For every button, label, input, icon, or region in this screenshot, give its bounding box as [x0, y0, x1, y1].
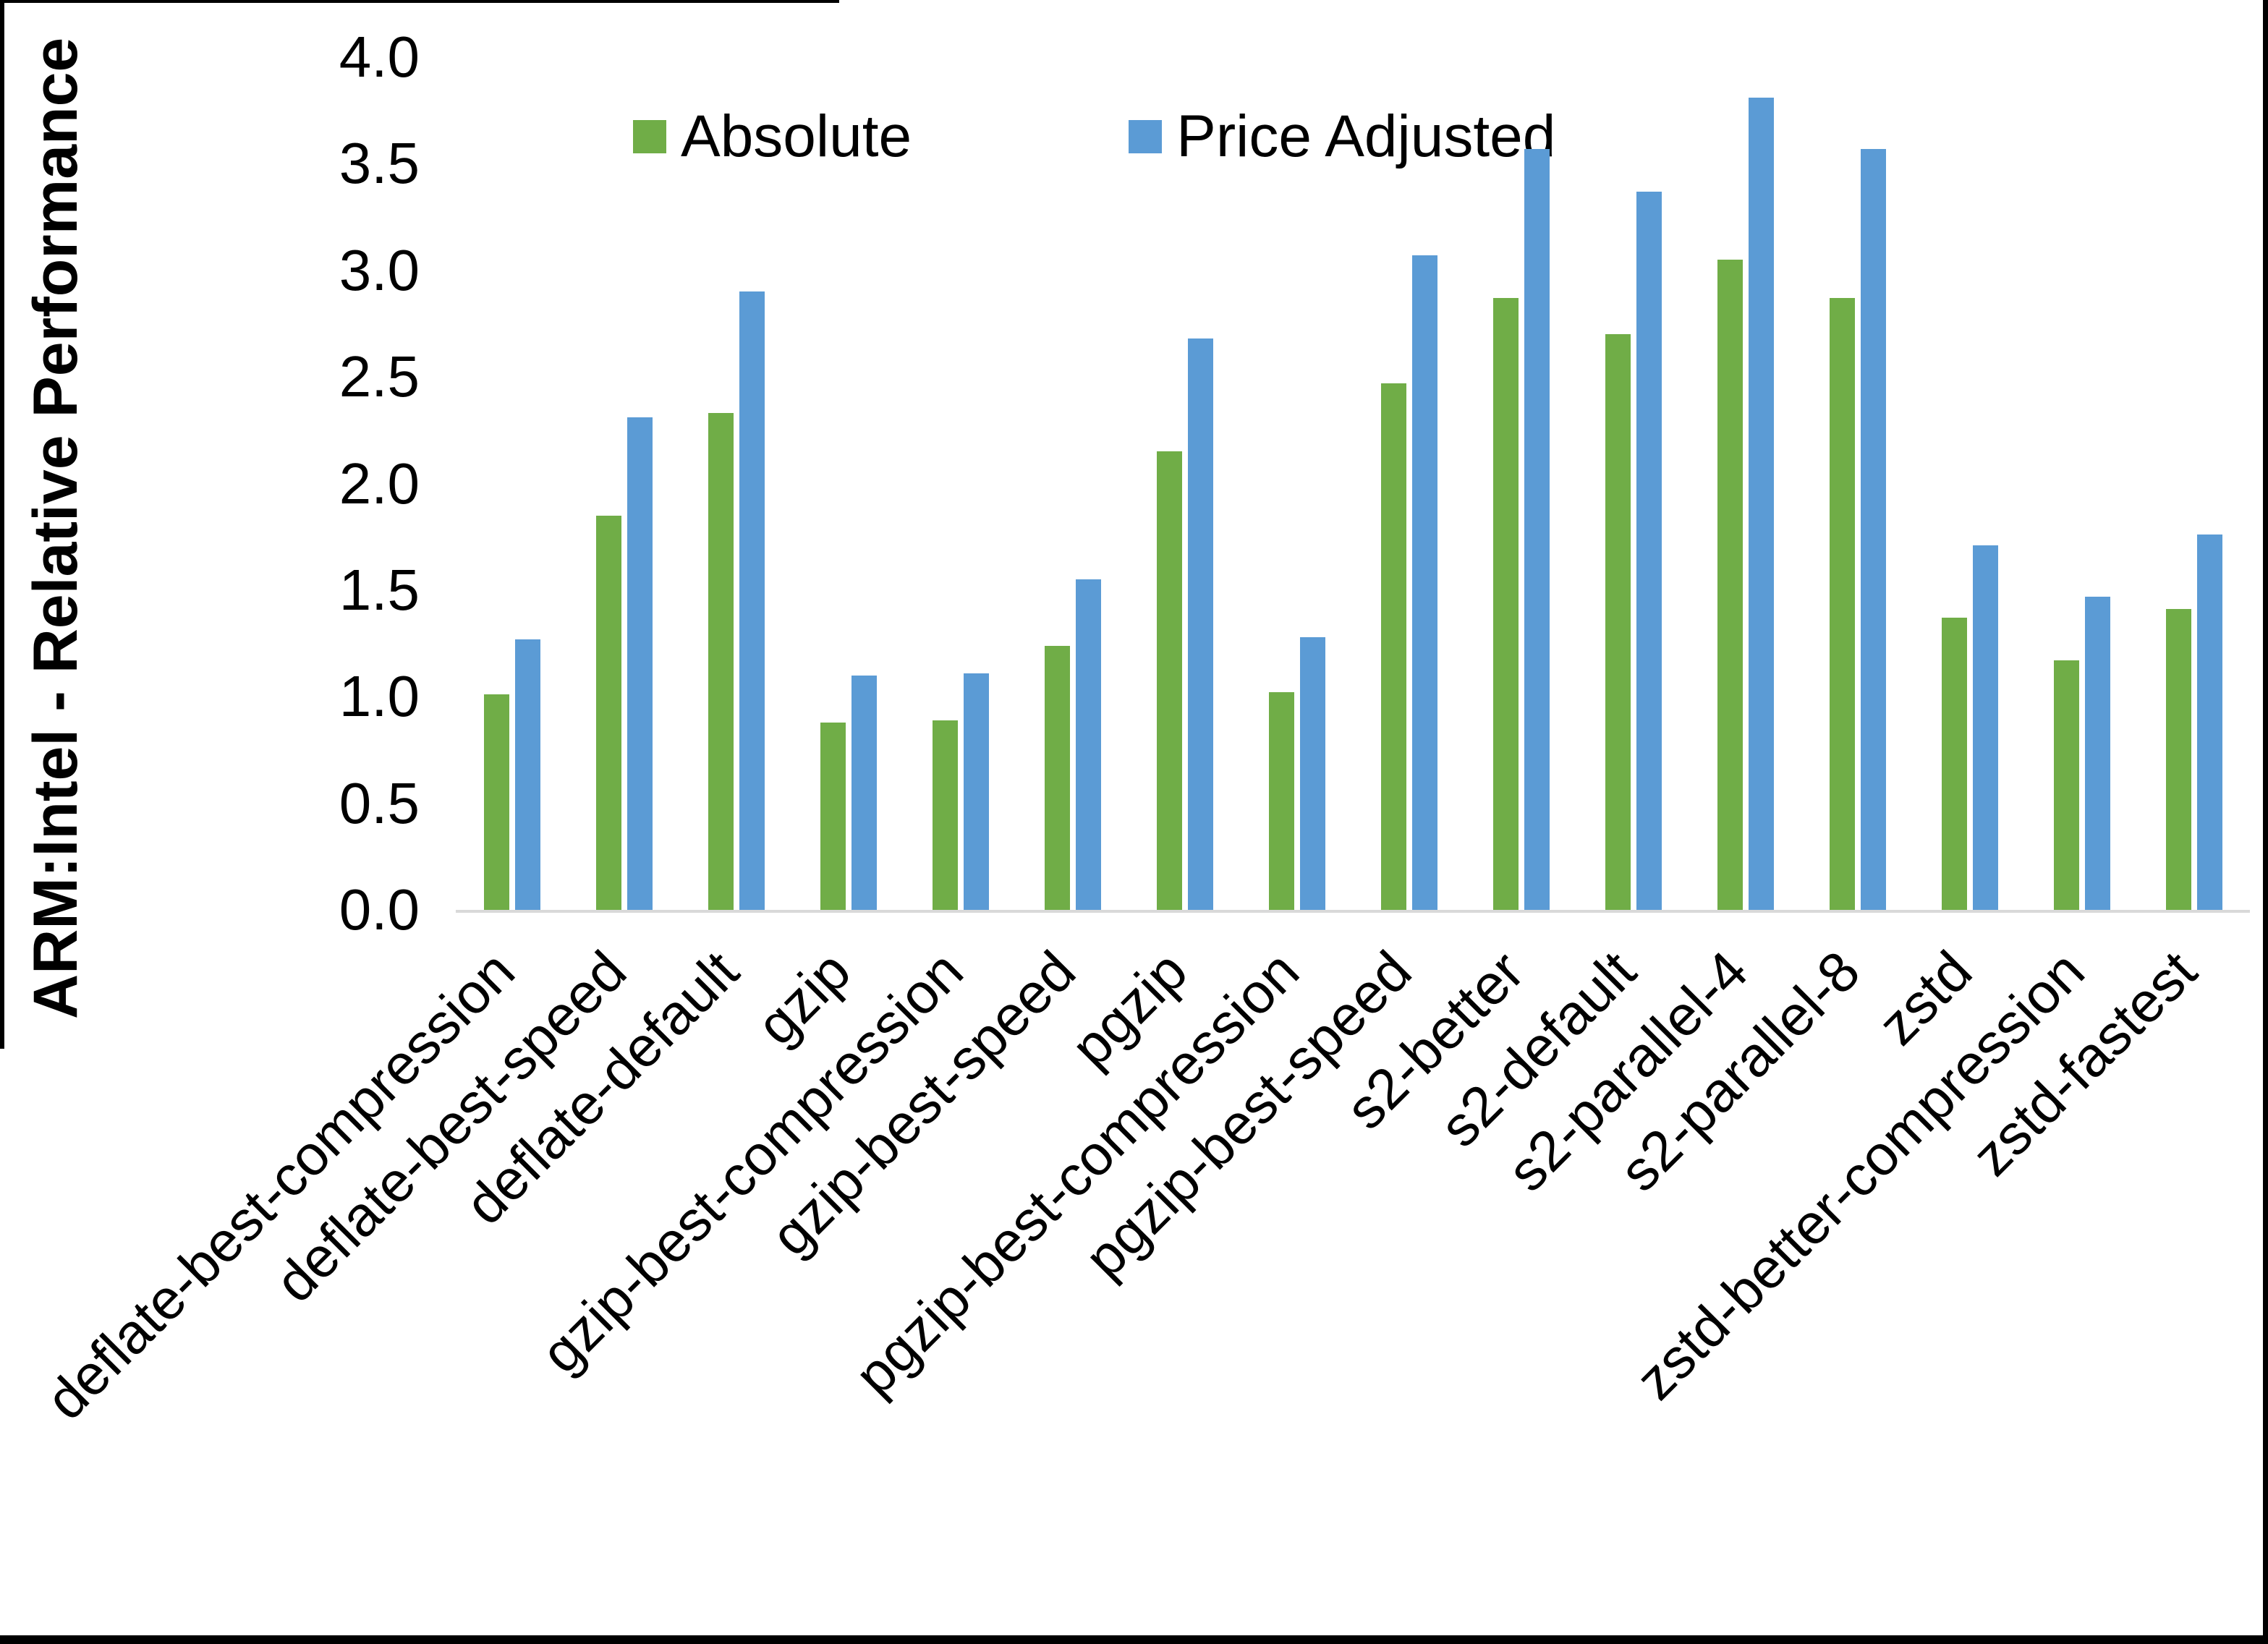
bar-price-adjusted-deflate-default — [739, 291, 765, 910]
bar-price-adjusted-pgzip-best-compression — [1299, 636, 1325, 910]
bar-absolute-s2-default — [1605, 334, 1631, 910]
x-category-label-deflate-best-compression: deflate-best-compression — [33, 938, 527, 1432]
bar-group-s2-default — [1577, 57, 1689, 910]
bar-group-pgzip-best-compression — [1241, 57, 1353, 910]
bar-group-gzip — [792, 57, 904, 910]
bar-absolute-zstd-fastest — [2165, 609, 2191, 910]
legend-swatch-price-adjusted — [1129, 120, 1163, 153]
bar-absolute-zstd-better-compression — [2053, 660, 2079, 910]
y-tick-label: 3.0 — [339, 237, 420, 302]
bar-group-zstd-fastest — [2138, 57, 2250, 910]
frame-bottom-border — [0, 1635, 2268, 1644]
legend-swatch-absolute — [633, 120, 666, 153]
bar-price-adjusted-s2-parallel-4 — [1748, 98, 1774, 910]
bar-group-s2-better — [1465, 57, 1577, 910]
frame-top-border — [0, 0, 839, 3]
legend-label-absolute: Absolute — [681, 103, 912, 169]
y-tick-label: 2.5 — [339, 344, 420, 409]
y-tick-label: 4.0 — [339, 25, 420, 89]
bar-price-adjusted-pgzip — [1187, 338, 1213, 910]
bar-price-adjusted-s2-parallel-8 — [1860, 148, 1886, 910]
bar-group-pgzip-best-speed — [1353, 57, 1465, 910]
bar-price-adjusted-pgzip-best-speed — [1411, 255, 1437, 910]
bar-price-adjusted-gzip-best-compression — [963, 673, 989, 910]
bar-absolute-pgzip — [1156, 451, 1182, 910]
bar-absolute-gzip — [820, 722, 846, 910]
bar-absolute-s2-parallel-8 — [1829, 298, 1855, 910]
bar-group-deflate-best-compression — [456, 57, 568, 910]
frame-right-border — [2263, 0, 2268, 1644]
bar-price-adjusted-s2-default — [1636, 191, 1662, 910]
bar-price-adjusted-zstd-better-compression — [2084, 596, 2110, 910]
bar-group-s2-parallel-8 — [1801, 57, 1914, 910]
bar-group-gzip-best-speed — [1016, 57, 1129, 910]
bar-absolute-zstd — [1941, 618, 1967, 910]
y-tick-label: 0.0 — [339, 877, 420, 942]
legend-item-price-adjusted: Price Adjusted — [1129, 107, 1555, 166]
bar-absolute-pgzip-best-compression — [1268, 692, 1294, 910]
legend-item-absolute: Absolute — [633, 107, 912, 166]
y-tick-label: 0.5 — [339, 770, 420, 835]
y-tick-label: 3.5 — [339, 131, 420, 196]
legend: Absolute Price Adjusted — [633, 107, 1555, 166]
bar-group-deflate-best-speed — [568, 57, 680, 910]
bar-price-adjusted-gzip — [851, 675, 877, 910]
y-axis-title: ARM:Intel - Relative Performance — [21, 37, 90, 1019]
frame-left-border — [0, 0, 4, 1049]
bar-group-deflate-default — [680, 57, 792, 910]
bar-price-adjusted-s2-better — [1524, 148, 1550, 910]
plot-area — [456, 57, 2250, 913]
bar-absolute-deflate-best-compression — [483, 694, 509, 910]
bar-group-zstd-better-compression — [2026, 57, 2138, 910]
bar-absolute-deflate-best-speed — [595, 515, 621, 910]
bar-absolute-gzip-best-compression — [932, 720, 958, 910]
y-tick-label: 1.0 — [339, 664, 420, 729]
bar-absolute-s2-better — [1492, 298, 1519, 910]
bar-absolute-gzip-best-speed — [1044, 645, 1070, 910]
bar-absolute-s2-parallel-4 — [1717, 260, 1743, 910]
bar-price-adjusted-gzip-best-speed — [1075, 579, 1101, 910]
bar-price-adjusted-deflate-best-speed — [627, 417, 653, 910]
bar-absolute-deflate-default — [708, 413, 734, 910]
y-tick-label: 1.5 — [339, 557, 420, 622]
bar-group-gzip-best-compression — [904, 57, 1016, 910]
y-tick-label: 2.0 — [339, 451, 420, 516]
bar-group-s2-parallel-4 — [1689, 57, 1801, 910]
bar-group-pgzip — [1129, 57, 1241, 910]
bar-price-adjusted-zstd-fastest — [2196, 534, 2222, 910]
bar-group-zstd — [1914, 57, 2026, 910]
legend-label-price-adjusted: Price Adjusted — [1176, 103, 1556, 169]
bar-price-adjusted-zstd — [1972, 545, 1998, 910]
bar-absolute-pgzip-best-speed — [1380, 383, 1406, 910]
bar-price-adjusted-deflate-best-compression — [514, 639, 540, 910]
